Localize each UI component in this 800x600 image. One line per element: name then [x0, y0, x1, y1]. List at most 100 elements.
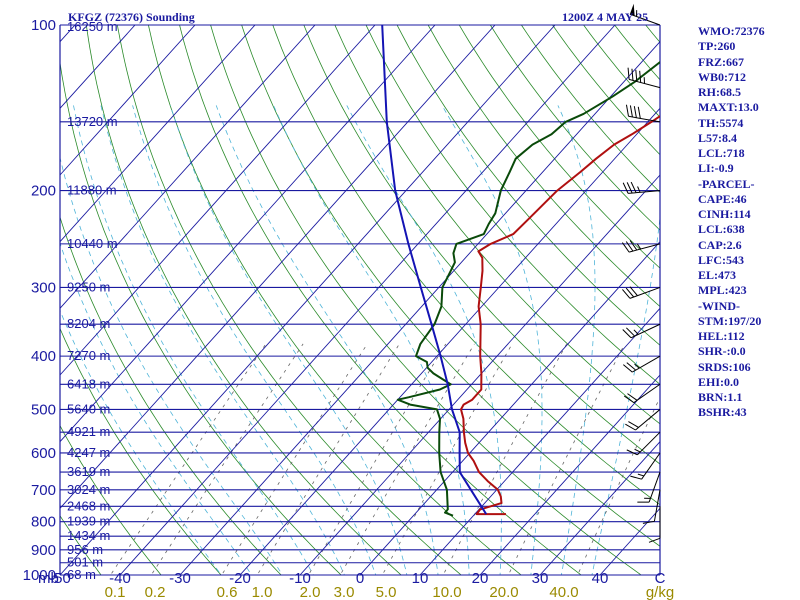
index-item: CAP:2.6	[698, 237, 742, 252]
isotherm-line	[239, 107, 660, 575]
mixing-ratio-lines	[110, 343, 660, 575]
temperature-tick-label: 20	[472, 570, 489, 587]
station-title: KFGZ (72376) Sounding	[68, 10, 195, 24]
wind-barb	[627, 67, 661, 89]
dry-adiabat-line	[458, 25, 660, 269]
temperature-tick-label: 0	[356, 570, 364, 587]
moist-adiabat-line	[100, 105, 345, 575]
index-item: MAXT:13.0	[698, 100, 759, 115]
height-label: 4247 m	[67, 445, 110, 460]
mixing-ratio-line	[507, 343, 626, 575]
pressure-unit-label: mb	[38, 570, 59, 587]
dry-adiabat-line	[241, 25, 660, 547]
dry-adiabat-line	[272, 25, 660, 506]
isotherm-line	[479, 374, 660, 575]
isotherm-line	[60, 25, 256, 243]
temperature-tick-label: C	[655, 570, 666, 587]
index-item: FRZ:667	[698, 54, 744, 69]
temperature-tick-label: 40	[592, 570, 609, 587]
isotherm-line	[60, 25, 556, 575]
height-label: 2468 m	[67, 498, 110, 513]
wind-barb	[623, 355, 661, 373]
height-label: 7270 m	[67, 348, 110, 363]
height-label: 10440 m	[67, 236, 118, 251]
mixing-ratio-label: 0.2	[145, 584, 166, 600]
wind-barb	[630, 452, 661, 480]
isotherm-line	[60, 25, 196, 176]
dry-adiabat-line	[520, 25, 660, 193]
temperature-tick-label: -40	[109, 570, 131, 587]
dry-adiabat-line	[60, 60, 342, 575]
moist-adiabat-line	[73, 105, 314, 575]
mixing-ratio-label: 40.0	[549, 584, 578, 600]
isotherms	[60, 25, 660, 575]
mixing-ratio-label: 10.0	[432, 584, 461, 600]
mixing-ratio-line	[110, 343, 267, 575]
pressure-tick-label: 600	[31, 445, 56, 462]
isotherm-line	[299, 174, 660, 575]
dry-adiabat-line	[60, 424, 162, 575]
pressure-tick-label: 400	[31, 348, 56, 365]
isotherm-line	[60, 25, 316, 310]
temperature-line	[460, 114, 660, 516]
mixing-ratio-line	[381, 343, 513, 575]
dry-adiabat-line	[85, 25, 402, 575]
dry-adiabat-line	[60, 215, 282, 575]
wind-barb	[626, 431, 661, 456]
temperature-tick-label: -30	[169, 570, 191, 587]
wind-barb	[625, 409, 661, 431]
parcel-line	[381, 25, 488, 515]
isotherm-line	[60, 25, 436, 443]
dry-adiabat-line	[60, 327, 222, 575]
index-item: -PARCEL-	[698, 176, 755, 191]
wind-barb	[625, 104, 661, 123]
pressure-tick-label: 300	[31, 279, 56, 296]
dry-adiabat-line	[179, 25, 582, 575]
dry-adiabat-line	[583, 25, 660, 118]
wind-barb	[621, 240, 661, 253]
index-item: EHI:0.0	[698, 374, 740, 389]
mixing-ratio-labels: 0.1 0.2 0.6 1.0 2.0 3.0 5.0 10.0 20.0 40.0 g/kg	[105, 584, 675, 600]
dry-adiabat-line	[116, 25, 462, 575]
pressure-tick-label: 900	[31, 542, 56, 559]
dry-adiabat-line	[489, 25, 660, 231]
index-item: TH:5574	[698, 115, 744, 130]
isobars	[60, 24, 660, 576]
mixing-ratio-label: 20.0	[489, 584, 518, 600]
mixing-ratio-label: 2.0	[300, 584, 321, 600]
index-item: STM:197/20	[698, 313, 762, 328]
wind-barb	[623, 383, 661, 404]
dry-adiabat-line	[210, 25, 642, 575]
isotherm-line	[179, 40, 660, 575]
moist-adiabat-line	[273, 105, 470, 575]
pressure-tick-label: 1000	[23, 567, 56, 584]
pressure-tick-label: 100	[31, 17, 56, 34]
index-item: RH:68.5	[698, 85, 741, 99]
wind-barbs	[621, 3, 661, 543]
dry-adiabat-line	[396, 25, 660, 346]
mixing-ratio-label: 3.0	[334, 584, 355, 600]
temperature-tick-labels: -50 -40 -30 -20 -10 0 10 20 30 40 C	[49, 570, 665, 587]
height-label: 3619 m	[67, 464, 110, 479]
index-item: CAPE:46	[698, 191, 747, 206]
height-label: 3024 m	[67, 482, 110, 497]
index-item: EL:473	[698, 268, 737, 282]
temperature-tick-label: -20	[229, 570, 251, 587]
mixing-ratio-label: 0.6	[217, 584, 238, 600]
height-label: 4921 m	[67, 424, 110, 439]
index-item: SHR-:0.0	[698, 344, 746, 359]
index-item: LFC:543	[698, 252, 744, 267]
temperature-tick-label: -10	[289, 570, 311, 587]
index-item: TP:260	[698, 39, 736, 54]
wind-barb	[629, 3, 661, 26]
isotherm-line	[539, 440, 660, 575]
mixing-ratio-label: 5.0	[376, 584, 397, 600]
index-item: MPL:423	[698, 283, 747, 298]
dry-adiabat-line	[427, 25, 660, 308]
dry-adiabats	[60, 25, 660, 575]
isotherm-line	[60, 25, 496, 510]
moist-adiabat-line	[60, 242, 253, 575]
isotherm-line	[119, 25, 616, 575]
index-item: LI:-0.9	[698, 161, 734, 176]
